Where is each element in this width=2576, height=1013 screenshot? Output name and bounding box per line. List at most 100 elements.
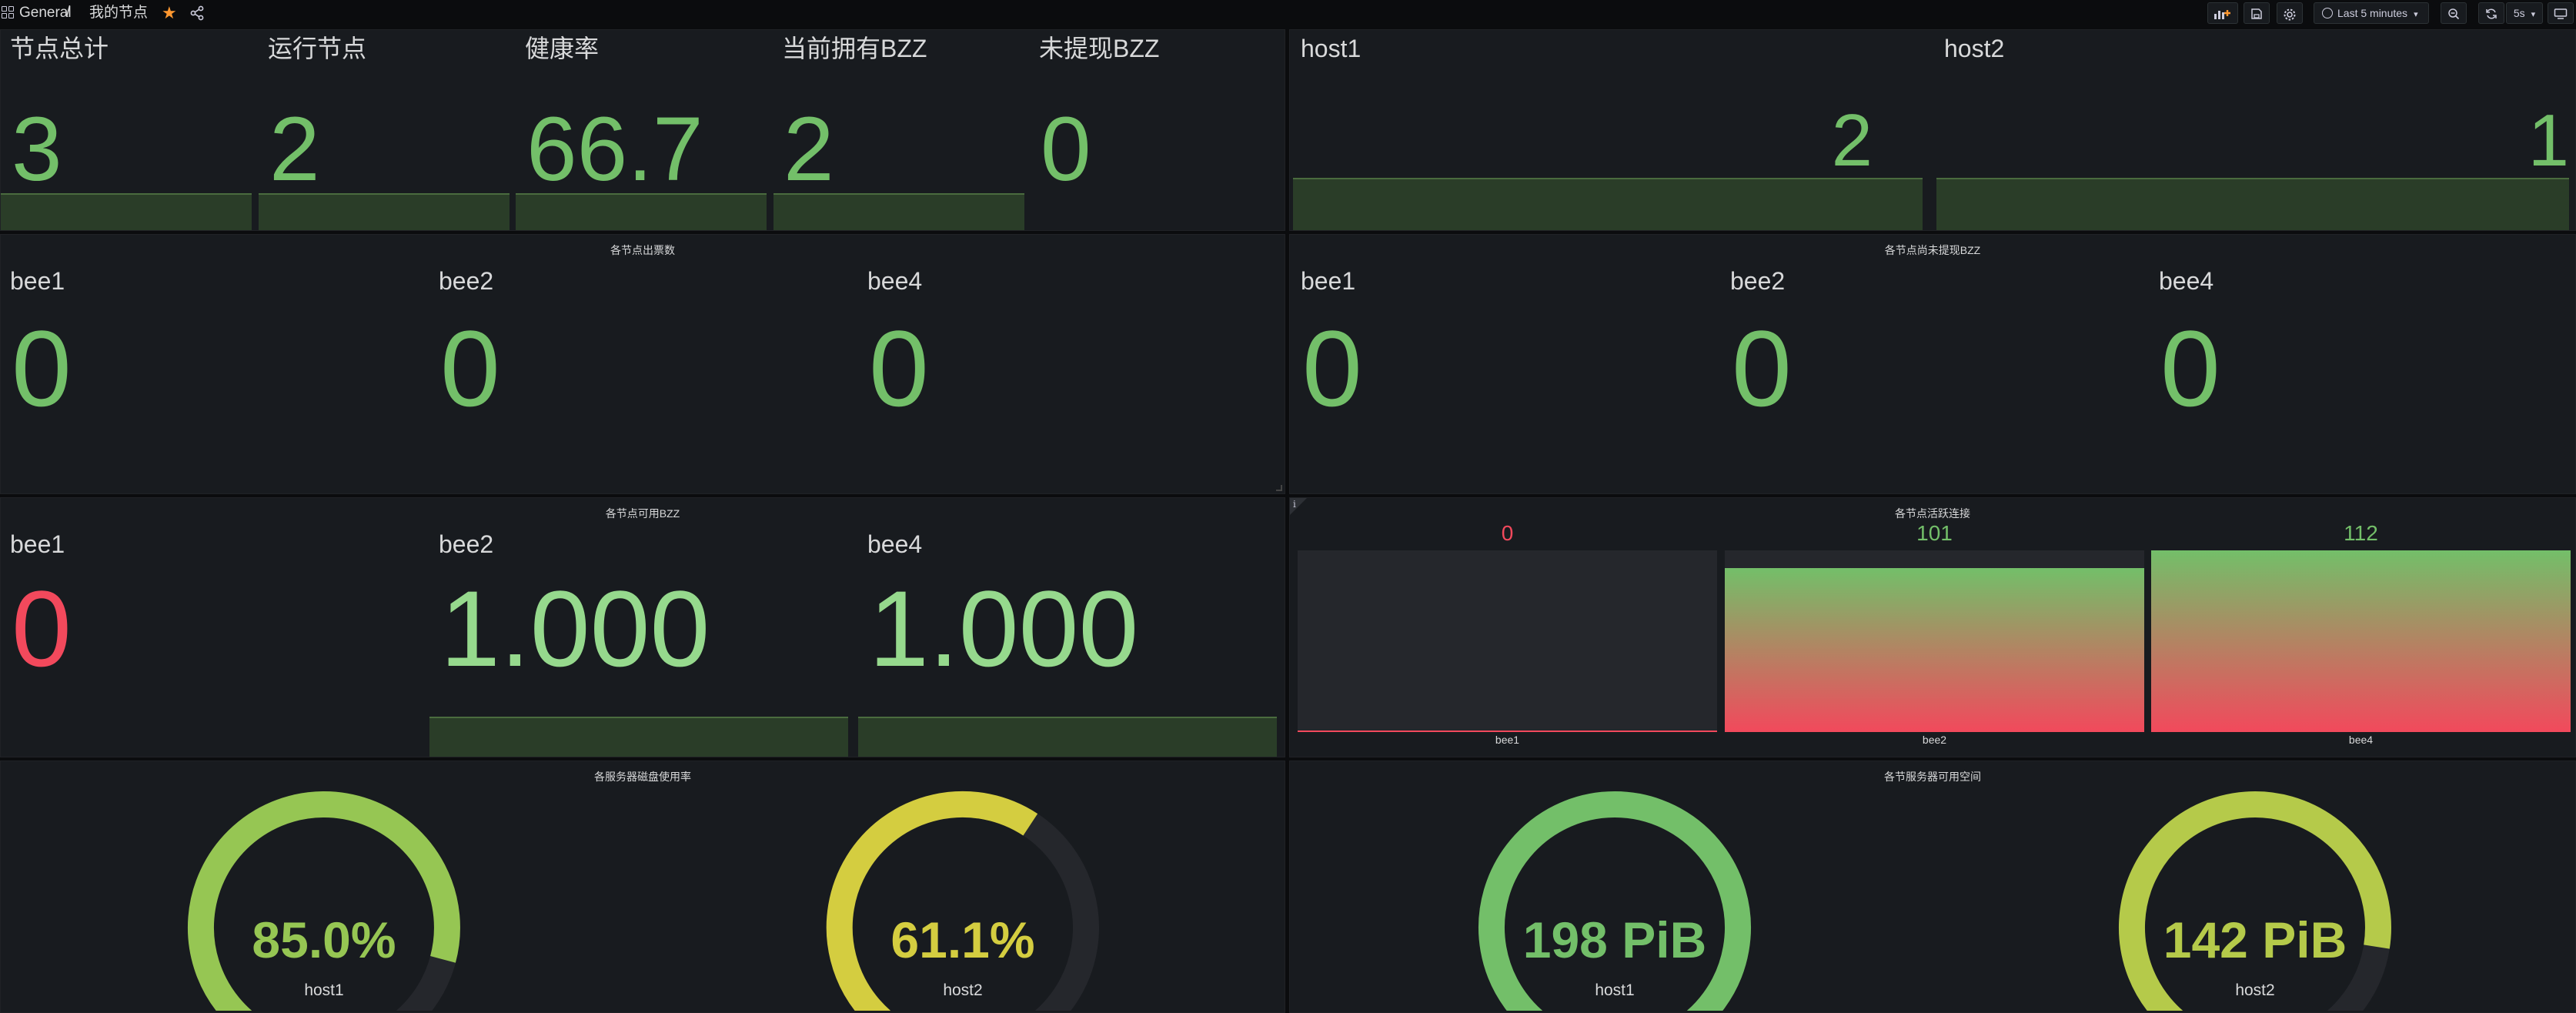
sparkline	[259, 193, 510, 230]
gauge: 198 PiB host1	[1453, 772, 1776, 1011]
refresh-interval-label: 5s	[2513, 7, 2525, 19]
add-panel-icon	[2214, 10, 2230, 19]
share-icon[interactable]	[189, 5, 205, 21]
disk-usage-panel: 各服务器磁盘使用率 85.0% host1 61.1% host2	[0, 761, 1285, 1013]
stat-label: bee1	[1301, 267, 1356, 295]
stat-value: 0	[12, 568, 72, 689]
panel-title: 各服务器磁盘使用率	[594, 771, 691, 783]
panel-title: 各节点出票数	[610, 244, 675, 256]
panel-title: 各节服务器可用空间	[1884, 771, 1981, 783]
bar-baseline	[1298, 730, 1717, 732]
refresh-interval-picker[interactable]: 5s ▾	[2506, 2, 2543, 24]
stat-value: 2	[269, 99, 320, 200]
chevron-down-icon: ▾	[2414, 10, 2418, 19]
bar-value: 0	[1501, 521, 1514, 545]
bar-track	[2151, 550, 2571, 732]
clock-icon	[2322, 8, 2333, 18]
save-icon	[2251, 8, 2262, 19]
bar-track	[1725, 550, 2144, 732]
panel-title: 各节点活跃连接	[1895, 507, 1970, 520]
gauge-fill	[1478, 791, 1751, 1011]
active-connections-panel: i 各节点活跃连接 0 bee1 101 bee2 112 bee4	[1289, 497, 2576, 757]
bar-track	[1298, 550, 1717, 732]
breadcrumb-separator: /	[66, 4, 71, 20]
stat-label: bee1	[10, 267, 65, 295]
panel-title: 各节点可用BZZ	[605, 507, 680, 520]
bar-value: 112	[2344, 521, 2378, 545]
sparkline	[516, 193, 767, 230]
gauge-label: host1	[1595, 981, 1635, 999]
stat-value: 1	[2528, 99, 2569, 182]
stat-value: 0	[1302, 308, 1362, 429]
gauge: 142 PiB host2	[2093, 772, 2417, 1011]
tickets-panel: 各节点出票数 bee1 0 bee2 0 bee4 0	[0, 234, 1285, 494]
refresh-icon	[2486, 8, 2497, 19]
save-dashboard-button[interactable]	[2244, 2, 2270, 24]
stat-value: 0	[1732, 308, 1792, 429]
stat-value: 0	[869, 308, 929, 429]
gauge-arc	[826, 791, 1099, 1011]
free-space-panel: 各节服务器可用空间 198 PiB host1 142 PiB host2	[1289, 761, 2576, 1013]
zoom-out-button[interactable]	[2441, 2, 2467, 24]
dashboard-settings-button[interactable]	[2277, 2, 2303, 24]
gauge: 85.0% host1	[162, 772, 486, 1011]
stat-value: 0	[2160, 308, 2220, 429]
panel-title: 各节点尚未提现BZZ	[1884, 244, 1981, 256]
gauge-fill	[187, 791, 460, 1011]
dashboards-grid-icon[interactable]	[2, 6, 14, 18]
stat-label: bee4	[867, 267, 923, 295]
sparkline	[773, 193, 1024, 230]
gauge-value: 85.0%	[252, 911, 396, 968]
gauge-fill	[826, 791, 1038, 1011]
gauge-value: 61.1%	[890, 911, 1035, 968]
stat-value: 3	[12, 99, 62, 200]
gauge-label: host2	[943, 981, 983, 999]
stat-label: bee1	[10, 530, 65, 558]
stat-label: 健康率	[525, 35, 600, 62]
gauge-fill	[2118, 791, 2391, 1011]
stat-label: bee4	[867, 530, 923, 558]
available-bzz-panel: 各节点可用BZZ bee1 0 bee2 1.000 bee4 1.000	[0, 497, 1285, 757]
cycle-view-mode-button[interactable]	[2548, 2, 2574, 24]
zoom-out-icon	[2448, 8, 2460, 20]
stat-value: 0	[440, 308, 500, 429]
gauge-arc	[1478, 791, 1751, 1011]
stat-label: 当前拥有BZZ	[782, 35, 927, 62]
stat-label: bee2	[1730, 267, 1786, 295]
host-nodes-panel: host1 2 host2 1	[1289, 29, 2576, 231]
bar-label: bee4	[2348, 734, 2374, 746]
bar-label: bee1	[1495, 734, 1520, 746]
gauge-label: host1	[304, 981, 344, 999]
stat-label: bee4	[2159, 267, 2214, 295]
monitor-icon	[2554, 8, 2568, 19]
sparkline	[429, 717, 848, 757]
refresh-button[interactable]	[2478, 2, 2504, 24]
stat-label: host2	[1944, 35, 2005, 62]
stat-value: 2	[1831, 99, 1873, 182]
stat-label: bee2	[439, 530, 494, 558]
stat-value: 1.000	[440, 568, 710, 689]
stat-value: 66.7	[526, 99, 703, 200]
dashboard-title[interactable]: 我的节点	[89, 5, 149, 21]
stat-value: 2	[783, 99, 834, 200]
add-panel-button[interactable]	[2207, 2, 2238, 24]
bar-fill	[1725, 568, 2144, 732]
sparkline	[1, 193, 252, 230]
time-range-label: Last 5 minutes	[2337, 7, 2408, 19]
stat-value: 0	[1041, 99, 1091, 200]
bar-value: 101	[1916, 521, 1953, 545]
breadcrumb-folder[interactable]: General	[19, 5, 72, 21]
gauge-value: 142 PiB	[2163, 911, 2347, 968]
gauge-arc	[187, 791, 460, 1011]
stat-label: 未提现BZZ	[1039, 35, 1160, 62]
star-icon[interactable]: ★	[162, 3, 177, 22]
top-navbar: General / 我的节点 ★ Last 5 minutes ▾	[0, 0, 2576, 28]
time-range-picker[interactable]: Last 5 minutes ▾	[2314, 2, 2429, 24]
stat-value: 0	[12, 308, 72, 429]
bar-label: bee2	[1922, 734, 1947, 746]
sparkline	[1293, 178, 1923, 230]
sparkline	[858, 717, 1277, 757]
info-icon[interactable]: i	[1290, 498, 1307, 515]
gear-icon	[2284, 8, 2296, 21]
resize-handle-icon[interactable]	[1276, 485, 1282, 491]
